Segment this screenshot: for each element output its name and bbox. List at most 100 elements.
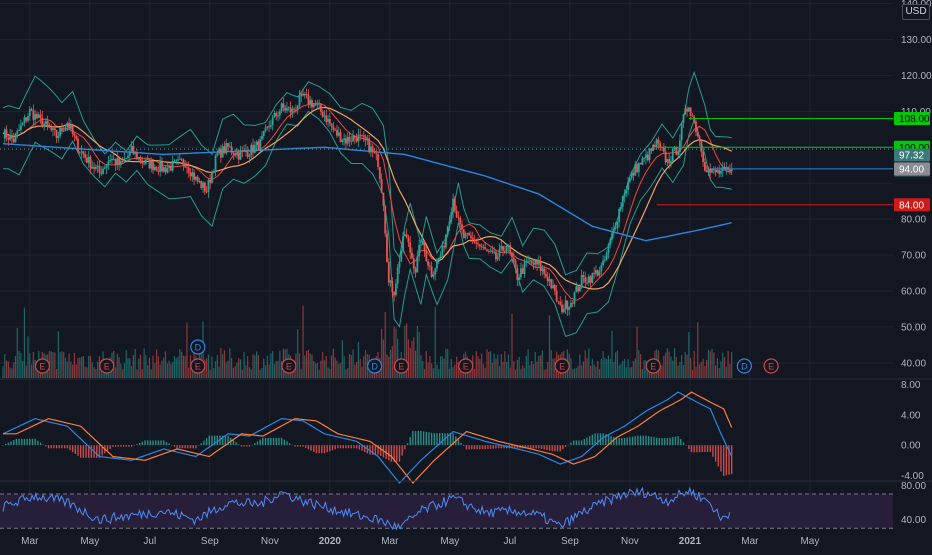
- candle-body: [605, 252, 608, 260]
- macd-histogram-bar: [248, 445, 251, 447]
- macd-histogram-bar: [171, 445, 173, 446]
- candle-body: [409, 242, 412, 253]
- candle-body: [155, 166, 158, 171]
- volume-bar: [422, 360, 424, 378]
- volume-bar: [570, 358, 572, 378]
- candle-body: [75, 136, 78, 139]
- candle-body: [621, 196, 624, 207]
- price-tag-last-price: 97.32: [899, 150, 924, 161]
- macd-histogram-bar: [310, 445, 312, 451]
- volume-bar: [459, 366, 461, 378]
- volume-bar: [211, 356, 213, 378]
- candle-body: [164, 167, 167, 173]
- volume-bar: [384, 311, 386, 378]
- candle-body: [598, 271, 601, 276]
- candle-body: [93, 166, 95, 169]
- macd-histogram-bar: [484, 445, 486, 450]
- volume-bar: [14, 355, 17, 378]
- candle-body: [194, 176, 197, 180]
- volume-bar: [516, 359, 518, 378]
- volume-bar: [122, 369, 124, 378]
- macd-histogram-bar: [69, 445, 71, 451]
- macd-histogram-bar: [305, 445, 307, 448]
- candle-body: [486, 249, 488, 252]
- volume-bar: [214, 361, 217, 378]
- candle-body: [82, 151, 85, 155]
- volume-bar: [241, 369, 243, 378]
- candle-body: [130, 145, 133, 152]
- volume-bar: [154, 363, 156, 378]
- volume-bar: [493, 353, 495, 378]
- candle-body: [400, 250, 403, 262]
- volume-bar: [688, 332, 690, 378]
- volume-bar: [584, 350, 586, 378]
- macd-histogram-bar: [213, 435, 216, 446]
- volume-bar: [13, 362, 15, 378]
- candle-body: [287, 107, 290, 109]
- candle-body: [280, 103, 283, 112]
- candle-body: [553, 285, 556, 291]
- volume-bar: [475, 351, 477, 378]
- candle-body: [144, 159, 147, 164]
- volume-bar: [597, 360, 599, 378]
- candle-body: [14, 134, 17, 143]
- candle-body: [568, 307, 571, 310]
- macd-histogram-bar: [457, 439, 460, 446]
- macd-histogram-bar: [168, 443, 170, 446]
- volume-bar: [473, 369, 476, 378]
- volume-bar: [89, 355, 92, 378]
- volume-bar: [711, 348, 713, 378]
- macd-histogram-bar: [66, 445, 68, 449]
- candle-body: [116, 158, 119, 165]
- macd-histogram-bar: [580, 440, 583, 446]
- volume-bar: [611, 330, 613, 378]
- volume-bar: [502, 361, 504, 378]
- volume-bar: [116, 353, 118, 378]
- volume-bar: [145, 355, 147, 378]
- volume-bar: [532, 364, 535, 378]
- volume-bar: [729, 363, 731, 378]
- macd-histogram-bar: [578, 440, 580, 446]
- rsi-tick-label: 40.00: [901, 515, 926, 526]
- volume-bar: [573, 368, 576, 378]
- volume-bar: [356, 361, 358, 378]
- candle-body: [709, 168, 712, 173]
- candle-body: [77, 138, 79, 153]
- candle-body: [266, 126, 269, 128]
- volume-bar: [391, 346, 393, 378]
- macd-histogram-bar: [396, 445, 398, 462]
- volume-bar: [545, 368, 547, 378]
- macd-histogram-bar: [417, 430, 419, 446]
- macd-histogram-bar: [586, 437, 588, 446]
- macd-histogram-bar: [152, 440, 154, 446]
- price-tag-bg: [894, 112, 930, 126]
- candle-body: [186, 167, 188, 169]
- candle-body: [12, 138, 15, 143]
- price-tag-level-84: 84.00: [899, 200, 924, 211]
- candle-body: [591, 273, 594, 283]
- time-tick-label: May: [440, 536, 459, 547]
- volume-bar: [4, 354, 6, 378]
- volume-bar: [234, 365, 236, 378]
- candle-body: [202, 182, 204, 189]
- candle-body: [198, 181, 201, 182]
- candle-body: [282, 103, 285, 108]
- volume-bar: [118, 357, 120, 378]
- macd-histogram-bar: [26, 438, 28, 446]
- macd-histogram-bar: [136, 444, 138, 446]
- candle-body: [5, 129, 8, 138]
- candle-body: [671, 149, 674, 162]
- volume-bar: [427, 362, 429, 378]
- candle-body: [500, 245, 503, 249]
- volume-bar: [640, 354, 642, 378]
- candle-body: [705, 170, 708, 173]
- macd-histogram-bar: [406, 443, 409, 446]
- macd-histogram-bar: [275, 437, 277, 446]
- candle-body: [382, 192, 385, 206]
- candle-body: [262, 130, 265, 136]
- macd-histogram-bar: [53, 445, 55, 449]
- macd-histogram-bar: [262, 437, 264, 446]
- currency-badge[interactable]: USD: [902, 4, 930, 20]
- macd-histogram-bar: [607, 435, 610, 446]
